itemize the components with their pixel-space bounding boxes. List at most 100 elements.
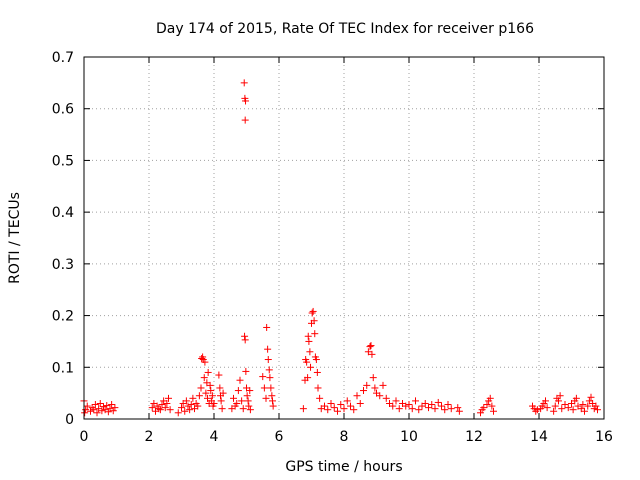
- data-point: [550, 407, 558, 415]
- data-point: [488, 402, 496, 410]
- data-point: [428, 401, 436, 409]
- data-point: [111, 404, 119, 412]
- data-point: [306, 348, 314, 356]
- data-point: [208, 392, 216, 400]
- y-tick-label: 0.4: [52, 205, 74, 221]
- data-point: [312, 356, 320, 364]
- data-point: [90, 406, 98, 414]
- data-point: [304, 332, 312, 340]
- data-point: [264, 345, 272, 353]
- data-point: [425, 404, 432, 412]
- data-point: [421, 399, 429, 407]
- data-point: [310, 317, 318, 325]
- data-point: [109, 407, 117, 415]
- data-point: [371, 384, 379, 392]
- data-point: [313, 368, 321, 376]
- data-point: [337, 401, 345, 409]
- data-point: [392, 397, 400, 405]
- data-point: [81, 409, 89, 417]
- x-axis: 0 2 4 6 8 10 12 14 16: [80, 57, 613, 445]
- data-point: [239, 405, 247, 413]
- data-point: [311, 330, 319, 338]
- data-point: [184, 402, 192, 410]
- data-point: [108, 401, 116, 409]
- data-point: [201, 358, 209, 366]
- y-tick-label: 0.3: [52, 257, 74, 273]
- data-points: [80, 79, 601, 417]
- data-point: [532, 407, 540, 415]
- data-point: [483, 401, 491, 409]
- data-point: [215, 371, 223, 379]
- data-point: [204, 394, 211, 402]
- data-point: [206, 381, 214, 389]
- data-point: [267, 384, 275, 392]
- data-point: [303, 358, 311, 366]
- data-point: [181, 407, 189, 415]
- data-point: [178, 404, 185, 412]
- data-point: [376, 392, 384, 400]
- data-point: [217, 397, 225, 405]
- data-point: [240, 79, 248, 87]
- data-point: [455, 407, 463, 415]
- chart-title: Day 174 of 2015, Rate Of TEC Index for r…: [156, 21, 534, 37]
- data-point: [379, 381, 387, 389]
- data-point: [230, 394, 237, 402]
- data-point: [581, 407, 588, 415]
- data-point: [244, 397, 252, 405]
- y-axis: 0 0.1 0.2 0.3 0.4 0.5 0.6 0.7: [52, 50, 604, 428]
- data-point: [241, 332, 249, 340]
- data-point: [308, 309, 316, 317]
- data-point: [316, 394, 324, 402]
- data-point: [259, 373, 267, 381]
- x-tick-label: 8: [340, 429, 349, 445]
- data-point: [447, 405, 455, 413]
- grid-lines: [84, 57, 604, 419]
- data-point: [269, 397, 276, 405]
- data-point: [594, 406, 601, 414]
- data-point: [207, 387, 215, 395]
- data-point: [555, 397, 562, 405]
- data-point: [395, 405, 403, 413]
- y-tick-label: 0.5: [52, 153, 74, 169]
- y-tick-label: 0.2: [52, 309, 74, 325]
- data-point: [542, 397, 549, 405]
- x-axis-label: GPS time / hours: [285, 459, 402, 475]
- data-point: [364, 348, 372, 356]
- data-point: [480, 404, 488, 412]
- data-point: [200, 374, 208, 382]
- data-point: [238, 397, 246, 405]
- data-point: [264, 356, 272, 364]
- data-point: [353, 392, 361, 400]
- data-point: [233, 399, 241, 407]
- data-point: [197, 384, 205, 392]
- data-point: [558, 405, 566, 413]
- data-point: [241, 336, 249, 344]
- data-point: [187, 401, 195, 409]
- data-point: [241, 116, 249, 124]
- data-point: [242, 97, 250, 105]
- data-point: [412, 397, 419, 405]
- data-point: [91, 401, 99, 409]
- data-point: [343, 397, 351, 405]
- data-point: [434, 398, 442, 406]
- data-point: [490, 407, 497, 415]
- data-point: [246, 406, 254, 414]
- data-point: [382, 394, 390, 402]
- data-point: [454, 404, 462, 412]
- data-point: [438, 402, 445, 410]
- data-point: [309, 307, 317, 315]
- data-point: [174, 409, 182, 417]
- data-point: [165, 394, 172, 402]
- data-point: [219, 389, 227, 397]
- data-point: [158, 401, 166, 409]
- x-tick-label: 0: [80, 429, 89, 445]
- data-point: [307, 363, 315, 371]
- data-point: [327, 399, 335, 407]
- data-point: [246, 387, 254, 395]
- data-point: [198, 354, 206, 362]
- data-point: [82, 406, 90, 414]
- data-point: [269, 402, 277, 410]
- data-point: [262, 394, 270, 402]
- data-point: [314, 384, 322, 392]
- data-point: [104, 408, 112, 416]
